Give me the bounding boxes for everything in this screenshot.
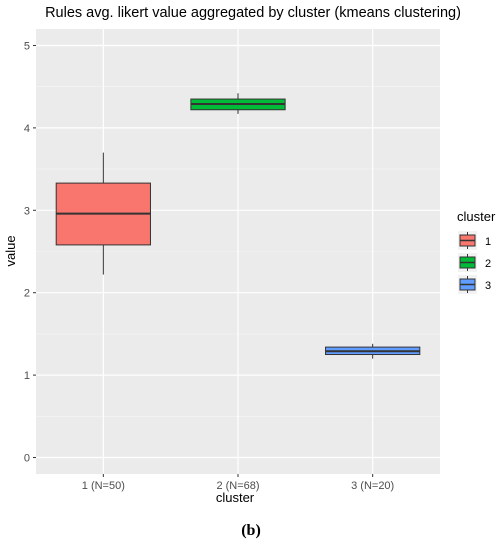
y-tick-label: 4 — [24, 123, 30, 135]
axis-layer: 0 1 2 3 4 5 1 (N=50) 2 (N=68) 3 (N=20) — [24, 40, 394, 492]
legend-label: 2 — [485, 258, 491, 270]
x-tick-label: 1 (N=50) — [82, 480, 125, 492]
legend-label: 3 — [485, 280, 491, 292]
chart-title: Rules avg. likert value aggregated by cl… — [45, 5, 461, 21]
x-tick-label: 2 (N=68) — [216, 480, 259, 492]
box-plot-chart: Rules avg. likert value aggregated by cl… — [3, 5, 496, 505]
y-tick-label: 3 — [24, 205, 30, 217]
y-tick-label: 1 — [24, 370, 30, 382]
y-tick-label: 2 — [24, 288, 30, 300]
box-layer — [55, 93, 421, 359]
figure-caption: (b) — [241, 522, 261, 539]
y-axis-title: value — [3, 235, 18, 266]
y-tick-label: 0 — [24, 453, 30, 465]
x-axis-title: cluster — [216, 490, 255, 505]
box-group-cluster-2 — [190, 93, 286, 114]
legend: cluster 1 2 3 — [457, 209, 496, 294]
legend-title: cluster — [457, 209, 496, 224]
box-group-cluster-1 — [55, 152, 151, 275]
box-group-cluster-3 — [325, 343, 421, 359]
x-tick-label: 3 (N=20) — [351, 480, 394, 492]
y-tick-label: 5 — [24, 40, 30, 52]
legend-label: 1 — [485, 236, 491, 248]
